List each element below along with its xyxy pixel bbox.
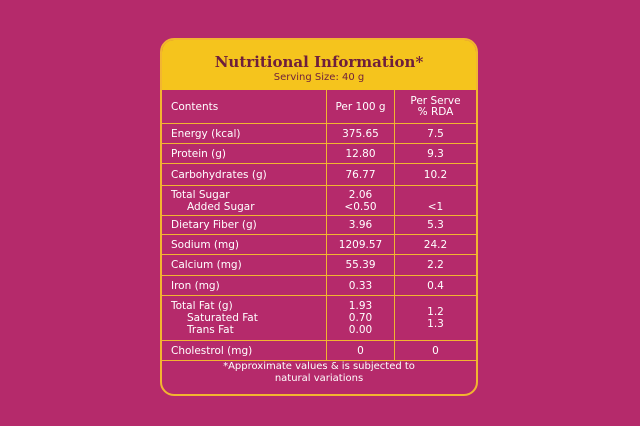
cell-text: Trans Fat — [187, 324, 234, 336]
cell-text: Energy (kcal) — [171, 127, 241, 140]
table-cell: 0.33 — [327, 276, 395, 295]
table: Contents Per 100 g Per Serve % RDA Energy (… — [162, 90, 476, 361]
table-row: Carbohydrates (g) 76.77 10.2 — [162, 164, 476, 186]
footnote: *Approximate values & is subjected to na… — [223, 361, 415, 384]
cell-text: Protein (g) — [171, 147, 227, 160]
table-cell: 1209.57 — [327, 235, 395, 254]
table-row: Calcium (mg) 55.39 2.2 — [162, 255, 476, 276]
table-cell: Cholestrol (mg) — [162, 341, 327, 360]
cell-text: 55.39 — [345, 259, 376, 271]
cell-text: Total Fat (g) — [171, 300, 233, 312]
table-row: Dietary Fiber (g) 3.96 5.3 — [162, 216, 476, 235]
table-row: Iron (mg) 0.33 0.4 — [162, 276, 476, 296]
table-cell: 0 — [327, 341, 395, 360]
cell-text: Iron (mg) — [171, 279, 220, 292]
cell-text: Dietary Fiber (g) — [171, 219, 257, 231]
cell-text: <0.50 — [344, 200, 377, 213]
cell-text: 0.33 — [348, 279, 373, 292]
cell-text: 0.00 — [348, 324, 373, 336]
nutrition-card: Nutritional Information* Serving Size: 4… — [160, 38, 478, 396]
subtitle: Serving Size: 40 g — [273, 72, 365, 83]
card-header: Nutritional Information* Serving Size: 4… — [162, 40, 476, 90]
cell-text: 76.77 — [345, 168, 376, 181]
cell-text: Carbohydrates (g) — [171, 168, 267, 181]
table-cell: 55.39 — [327, 255, 395, 275]
column-header: Contents — [162, 90, 327, 123]
table-cell: 1.2 1.3 — [395, 296, 476, 340]
table-row: Total Sugar Added Sugar 2.06 <0.50 <1 — [162, 186, 476, 216]
table-cell: 0 — [395, 341, 476, 360]
table-row: Total Fat (g) Saturated Fat Trans Fat 1.93 0… — [162, 296, 476, 341]
cell-text: 1209.57 — [338, 238, 383, 251]
header-row: Contents Per 100 g Per Serve % RDA — [162, 90, 476, 124]
cell-text: 1.2 — [427, 306, 444, 318]
table-cell: 9.3 — [395, 144, 476, 163]
cell-text: 2.2 — [427, 259, 444, 271]
cell-text: 9.3 — [427, 147, 444, 160]
table-row: Energy (kcal) 375.65 7.5 — [162, 124, 476, 144]
cell-text: 0 — [432, 344, 439, 357]
cell-text: 2.06 — [348, 188, 373, 201]
cell-text: <1 — [427, 200, 444, 213]
table-cell: 2.2 — [395, 255, 476, 275]
cell-text: 0.4 — [427, 279, 444, 292]
table-cell: 24.2 — [395, 235, 476, 254]
table-cell: 7.5 — [395, 124, 476, 143]
table-cell: Total Sugar Added Sugar — [162, 186, 327, 215]
cell-text: Sodium (mg) — [171, 238, 239, 251]
cell-text: 1.93 — [348, 300, 373, 312]
table-row: Sodium (mg) 1209.57 24.2 — [162, 235, 476, 255]
table-cell: 5.3 — [395, 216, 476, 234]
table-cell: Carbohydrates (g) — [162, 164, 327, 185]
table-cell: 0.4 — [395, 276, 476, 295]
cell-text: 0 — [357, 344, 364, 357]
cell-text: 10.2 — [423, 168, 448, 181]
table-cell: 1.93 0.70 0.00 — [327, 296, 395, 340]
table-row: Cholestrol (mg) 0 0 — [162, 341, 476, 361]
cell-text: 24.2 — [423, 238, 448, 251]
table-row: Protein (g) 12.80 9.3 — [162, 144, 476, 164]
cell-text: 375.65 — [342, 127, 379, 140]
cell-text: 0.70 — [348, 312, 373, 324]
cell-text: 5.3 — [427, 219, 444, 231]
spacer — [395, 189, 476, 201]
table-cell: 375.65 — [327, 124, 395, 143]
table-cell: Energy (kcal) — [162, 124, 327, 143]
table-cell: <1 — [395, 186, 476, 215]
cell-text: Saturated Fat — [187, 312, 258, 324]
table-cell: 10.2 — [395, 164, 476, 185]
table-cell: Iron (mg) — [162, 276, 327, 295]
cell-text: Total Sugar — [171, 188, 230, 201]
cell-text: Calcium (mg) — [171, 259, 242, 271]
cell-text: Cholestrol (mg) — [171, 344, 253, 357]
cell-text: 1.3 — [427, 318, 444, 330]
table-cell: Sodium (mg) — [162, 235, 327, 254]
cell-text: 7.5 — [427, 127, 444, 140]
title: Nutritional Information* — [214, 53, 424, 71]
column-header: Per 100 g — [327, 90, 395, 123]
table-cell: 2.06 <0.50 — [327, 186, 395, 215]
table-cell: 3.96 — [327, 216, 395, 234]
cell-text: 12.80 — [345, 147, 376, 160]
column-header: Per Serve % RDA — [410, 94, 461, 118]
cell-text: Added Sugar — [187, 200, 255, 213]
cell-text: 3.96 — [348, 219, 373, 231]
table-cell: Calcium (mg) — [162, 255, 327, 275]
table-cell: Dietary Fiber (g) — [162, 216, 327, 234]
table-cell: 12.80 — [327, 144, 395, 163]
table-cell: 76.77 — [327, 164, 395, 185]
table-cell: Protein (g) — [162, 144, 327, 163]
table-cell: Total Fat (g) Saturated Fat Trans Fat — [162, 296, 327, 340]
